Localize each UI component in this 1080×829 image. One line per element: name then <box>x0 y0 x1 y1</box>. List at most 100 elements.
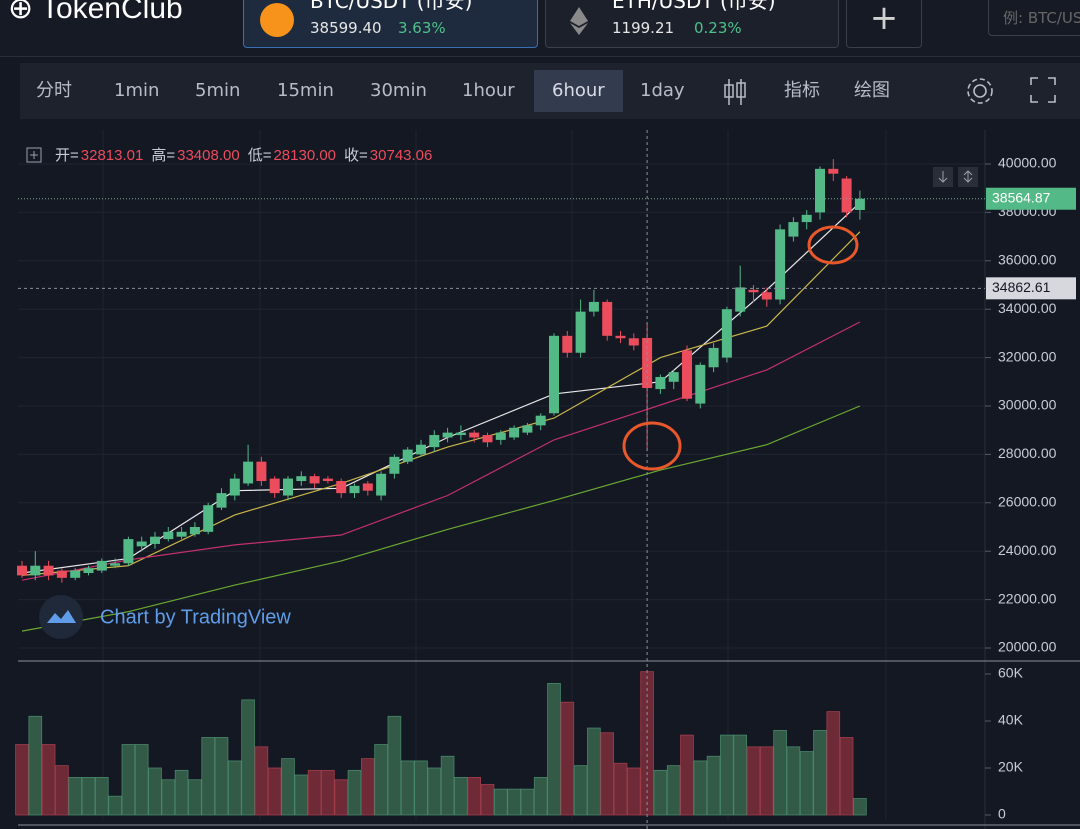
eth-icon <box>570 7 588 35</box>
pair-tab[interactable]: ETH/USDT (币安) 1199.21 0.23% <box>545 0 839 48</box>
volume-bar <box>493 788 508 816</box>
interval-button[interactable]: 5min <box>195 80 241 101</box>
volume-bar <box>600 732 614 816</box>
volume-bar <box>307 769 322 816</box>
y-tick-label: 34000.00 <box>998 300 1057 316</box>
candle-body <box>256 461 267 482</box>
legend <box>26 147 42 163</box>
candle-body <box>748 289 759 293</box>
y-tick-label: 30000.00 <box>998 397 1057 413</box>
interval-button[interactable]: 30min <box>370 80 427 101</box>
logo[interactable]: ⊕ TokenClub <box>8 0 183 26</box>
legend-toggle-plus <box>30 151 38 159</box>
candle-body <box>269 478 280 494</box>
btc-icon <box>260 3 294 37</box>
volume-bar <box>813 730 827 816</box>
candle-body <box>309 476 320 484</box>
moving-average-line <box>21 321 861 581</box>
interval-button[interactable]: 1min <box>114 80 160 101</box>
candle-body <box>216 493 227 508</box>
candle-body <box>841 178 852 213</box>
candle-body <box>283 478 293 496</box>
interval-button[interactable]: 1hour <box>462 80 515 101</box>
pair-tab[interactable]: BTC/USDT (币安) 38599.40 3.63% <box>243 0 538 48</box>
legend-value: 33408.00 <box>177 147 240 164</box>
indicators-button[interactable]: 指标 <box>784 80 820 101</box>
pair-change: 0.23% <box>694 19 742 37</box>
candle-body <box>296 476 307 482</box>
volume-bar <box>839 737 854 816</box>
volume-bar <box>733 734 747 816</box>
y-tick-label: 26000.00 <box>998 494 1057 510</box>
volume-bar <box>387 715 402 816</box>
watermark-logo-shape <box>47 610 76 623</box>
candle-body <box>30 565 41 576</box>
legend-toggle[interactable] <box>26 147 42 163</box>
volume-bar <box>533 777 548 816</box>
fullscreen-icon[interactable] <box>1028 75 1058 105</box>
volume-bar <box>746 746 761 816</box>
candle-body <box>123 539 134 564</box>
legend-label: 收= <box>344 147 368 164</box>
candle-body <box>535 415 546 426</box>
pair-name: BTC/USDT (币安) <box>310 0 473 13</box>
volume-bar <box>374 744 388 816</box>
y-tick-label: 24000.00 <box>998 542 1057 558</box>
candle-body <box>56 570 67 578</box>
volume-bar <box>214 737 229 816</box>
plot-area: 20000.00 22000.00 24000.00 26000.00 28000.00… <box>15 130 1076 829</box>
search-box[interactable]: 例: BTC/USDT <box>988 0 1080 36</box>
volume-bar <box>427 767 442 816</box>
candle-body <box>70 570 81 578</box>
volume-bar <box>81 777 96 816</box>
candle-body <box>83 568 94 573</box>
candle-body <box>362 483 373 491</box>
candle-body <box>229 478 240 496</box>
candle-body <box>389 456 400 474</box>
candle-type-icon[interactable] <box>722 77 748 107</box>
candle-body <box>775 229 786 300</box>
candle-body <box>735 287 746 312</box>
legend-label: 低= <box>248 147 272 164</box>
volume-bar <box>281 758 295 816</box>
legend-value: 32813.01 <box>81 147 144 164</box>
volume-bar <box>520 788 535 816</box>
settings-icon[interactable] <box>964 75 996 107</box>
drawing-button[interactable]: 绘图 <box>854 80 890 101</box>
candle-body <box>442 432 453 438</box>
candle-body <box>588 301 599 312</box>
chart-background <box>0 120 1080 829</box>
candle-body <box>17 565 27 576</box>
candle-body <box>549 335 559 414</box>
volume-bar <box>786 746 801 816</box>
volume-bar <box>826 711 841 816</box>
y-tick-label: 32000.00 <box>998 348 1057 364</box>
scale-icons <box>938 170 973 183</box>
candle-body <box>575 311 586 353</box>
candle-body <box>682 350 692 399</box>
interval-button[interactable]: 1day <box>640 80 685 101</box>
volume-bar <box>760 746 774 816</box>
volume-bar <box>174 769 189 816</box>
candle-body <box>429 435 440 448</box>
volume-bar <box>334 779 348 816</box>
volume-bar <box>706 755 721 816</box>
candle-body <box>376 473 387 496</box>
candle-body <box>150 536 160 544</box>
candle-body <box>602 301 613 336</box>
interval-button-active[interactable]: 6hour <box>534 70 623 112</box>
interval-button[interactable]: 15min <box>277 80 334 101</box>
candle-body <box>801 214 812 223</box>
header: ⊕ TokenClub BTC/USDT (币安) 38599.40 3.63%… <box>0 0 1080 57</box>
toolbar: 分时 1min 5min 15min 30min 1hour 6hour 1da… <box>20 63 1080 119</box>
crosshair-price-box <box>986 277 1076 300</box>
volume-bar <box>254 746 269 816</box>
candle-body <box>336 481 347 494</box>
interval-button[interactable]: 分时 <box>36 80 72 101</box>
volume-bar <box>68 777 83 816</box>
annotation-circle <box>622 421 682 471</box>
volume-bar <box>853 798 867 816</box>
add-tab[interactable]: + <box>846 0 922 48</box>
volume-bar <box>55 765 69 816</box>
